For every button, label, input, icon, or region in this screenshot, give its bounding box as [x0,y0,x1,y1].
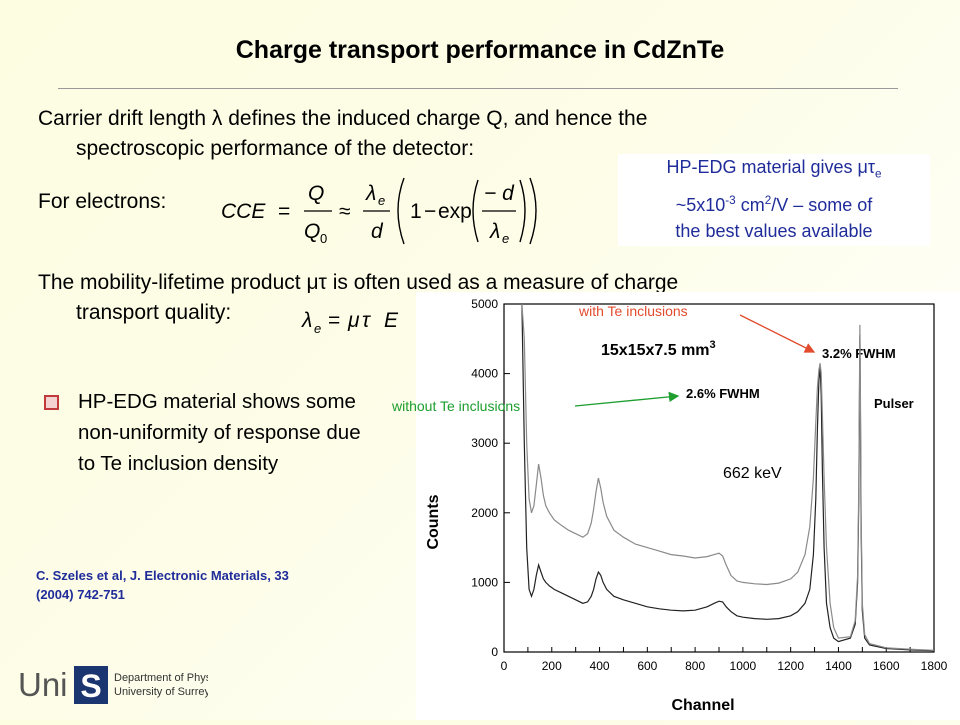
electrons-label: For electrons: [38,190,167,213]
citation: C. Szeles et al, J. Electronic Materials… [36,566,366,604]
y-tick-label: 5000 [471,297,498,311]
pulser-label: Pulser [874,396,914,411]
eq-lambda-sub: e [314,321,321,336]
cce-q0-sub: 0 [320,231,327,246]
logo-s-block [74,666,108,704]
callout-value: ~5x10 [675,194,726,215]
citation-line2: (2004) 742-751 [36,587,125,602]
fwhm-with-label: 3.2% FWHM [822,346,896,361]
cce-approx: ≈ [339,200,351,223]
callout-pre: HP-EDG material gives [666,157,853,177]
cce-one: 1 [410,200,422,223]
callout-unit: cm [740,194,765,215]
x-tick-label: 1000 [730,659,757,673]
x-tick-label: 1400 [825,659,852,673]
callout-sub: e [875,167,882,181]
x-tick-label: 400 [590,659,610,673]
cce-q: Q [308,182,324,205]
cce-lambda2-sub: e [502,231,509,246]
y-axis-label: Counts [425,494,442,549]
paragraph-mutau: The mobility-lifetime product μτ is ofte… [38,268,918,328]
cce-minus: − [424,200,436,223]
eq-mu: μ [347,309,360,332]
cce-q0: Q [304,220,320,243]
mutau-equation: λ e = μ τ E [301,309,399,336]
callout-mutau: μτ [857,157,876,177]
cce-exp: exp [438,200,472,223]
sample-size-label: 15x15x7.5 mm3 [601,339,716,359]
logo-uni: Uni [18,666,68,703]
cce-lambda2: λ [489,220,500,243]
paragraph-drift-length: Carrier drift length λ defines the induc… [38,104,838,164]
mutau-line2: transport quality: [76,301,232,324]
y-tick-label: 4000 [471,367,498,381]
cce-equals: = [278,200,290,223]
paren-left-outer [397,177,405,245]
cce-neg-d: − d [484,182,515,205]
eq-E: E [384,309,399,332]
bullet-item: HP-EDG material shows some non-uniformit… [44,386,374,479]
label-without-te-inclusions: without Te inclusions [392,398,521,414]
x-tick-label: 1800 [921,659,948,673]
callout-exp: -3 [725,193,736,207]
mutau-callout: HP-EDG material gives μτe ~5x10-3 cm2/V … [618,154,930,246]
logo-s: S [80,668,101,704]
cce-lambda-sub: e [378,193,385,208]
callout-line2: ~5x10-3 cm2/V – some of [618,188,930,218]
spectrum-chart: Counts Channel 15x15x7.5 mm3 3.2% FWHM 2… [425,297,948,714]
x-tick-label: 800 [685,659,705,673]
callout-unit-exp: 2 [764,193,772,207]
slide-title: Charge transport performance in CdZnTe [235,36,725,64]
eq-equals: = [328,309,340,332]
cce-lhs: CCE [221,200,266,223]
university-of-surrey-logo: Uni S Department of Physics University o… [18,666,208,704]
bullet-text: HP-EDG material shows some non-uniformit… [78,390,361,475]
x-tick-label: 1200 [777,659,804,673]
series-line-with-te [521,303,935,651]
x-tick-label: 200 [542,659,562,673]
cce-d: d [371,220,384,243]
cce-equation: CCE = Q Q 0 ≈ λ e d 1 − exp − d λ e [221,177,537,246]
label-with-te-inclusions: with Te inclusions [579,303,688,319]
callout-unit-post: /V – some of [771,194,873,215]
checkbox-bullet-icon [44,395,59,410]
logo-univ: University of Surrey [114,686,208,698]
series-line-without-te [521,303,935,652]
eq-tau: τ [362,309,371,332]
title-divider [58,88,898,89]
drift-line1-post: defines the induced charge Q, and hence … [228,107,648,130]
y-tick-label: 0 [491,645,498,659]
x-tick-label: 600 [637,659,657,673]
mutau-symbol: μτ [306,271,327,294]
lambda-symbol: λ [211,107,223,130]
logo-dept: Department of Physics [114,672,208,684]
y-tick-label: 2000 [471,506,498,520]
y-tick-label: 1000 [471,575,498,589]
citation-line1: C. Szeles et al, J. Electronic Materials… [36,568,289,583]
eq-lambda: λ [301,309,312,332]
mutau-line1-pre: The mobility-lifetime product [38,271,301,294]
fwhm-without-label: 2.6% FWHM [686,386,760,401]
paren-right-outer [529,177,537,245]
paren-left-inner [472,179,479,243]
drift-line2: spectroscopic performance of the detecto… [76,137,475,160]
callout-line1: HP-EDG material gives μτe [618,154,930,188]
callout-line3: the best values available [675,220,873,241]
paren-right-inner [519,179,526,243]
x-tick-label: 0 [501,659,508,673]
spectrum-plot-panel: Counts Channel 15x15x7.5 mm3 3.2% FWHM 2… [416,292,960,720]
x-axis-label: Channel [671,697,734,714]
drift-line1-pre: Carrier drift length [38,107,207,130]
energy-label: 662 keV [723,465,782,482]
mutau-line1-post: is often used as a measure of charge [332,271,679,294]
x-tick-label: 1600 [873,659,900,673]
cce-lambda: λ [365,182,376,205]
y-tick-label: 3000 [471,436,498,450]
